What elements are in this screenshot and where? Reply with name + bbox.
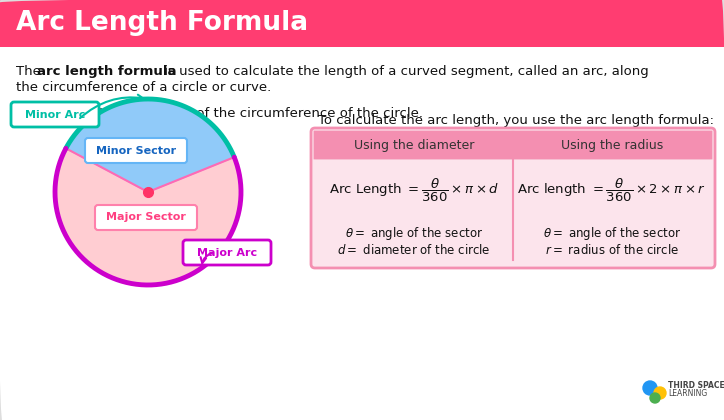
Text: Major Arc: Major Arc [197, 247, 257, 257]
Polygon shape [55, 148, 241, 285]
Text: Minor Sector: Minor Sector [96, 145, 176, 155]
FancyBboxPatch shape [11, 102, 99, 127]
FancyBboxPatch shape [0, 0, 724, 47]
Text: THIRD SPACE: THIRD SPACE [668, 381, 724, 391]
Text: Minor Arc: Minor Arc [25, 110, 85, 120]
Polygon shape [66, 99, 235, 192]
Text: $\theta =$ angle of the sector: $\theta =$ angle of the sector [543, 225, 681, 242]
Text: The arc length is a portion of the circumference of the circle.: The arc length is a portion of the circu… [16, 107, 423, 120]
Text: arc length formula: arc length formula [37, 65, 177, 78]
FancyBboxPatch shape [85, 138, 187, 163]
Circle shape [654, 387, 666, 399]
FancyBboxPatch shape [183, 240, 271, 265]
Text: $\theta =$ angle of the sector: $\theta =$ angle of the sector [345, 225, 483, 242]
FancyBboxPatch shape [95, 205, 197, 230]
Text: the circumference of a circle or curve.: the circumference of a circle or curve. [16, 81, 272, 94]
Text: Arc length $= \dfrac{\theta}{360} \times 2 \times \pi \times r$: Arc length $= \dfrac{\theta}{360} \times… [518, 176, 707, 204]
Text: $d =$ diameter of the circle: $d =$ diameter of the circle [337, 243, 491, 257]
Text: $r =$ radius of the circle: $r =$ radius of the circle [545, 243, 679, 257]
Text: Arc Length $= \dfrac{\theta}{360} \times \pi \times d$: Arc Length $= \dfrac{\theta}{360} \times… [329, 176, 499, 204]
FancyBboxPatch shape [315, 132, 711, 158]
Text: To calculate the arc length, you use the arc length formula:: To calculate the arc length, you use the… [318, 114, 714, 127]
Text: is used to calculate the length of a curved segment, called an arc, along: is used to calculate the length of a cur… [160, 65, 649, 78]
Text: Arc Length Formula: Arc Length Formula [16, 10, 308, 36]
Circle shape [643, 381, 657, 395]
Text: Major Sector: Major Sector [106, 213, 186, 223]
Text: Using the radius: Using the radius [561, 139, 663, 152]
Text: The: The [16, 65, 45, 78]
Text: Using the diameter: Using the diameter [354, 139, 474, 152]
FancyBboxPatch shape [311, 128, 715, 268]
Circle shape [650, 393, 660, 403]
Text: LEARNING: LEARNING [668, 389, 707, 399]
